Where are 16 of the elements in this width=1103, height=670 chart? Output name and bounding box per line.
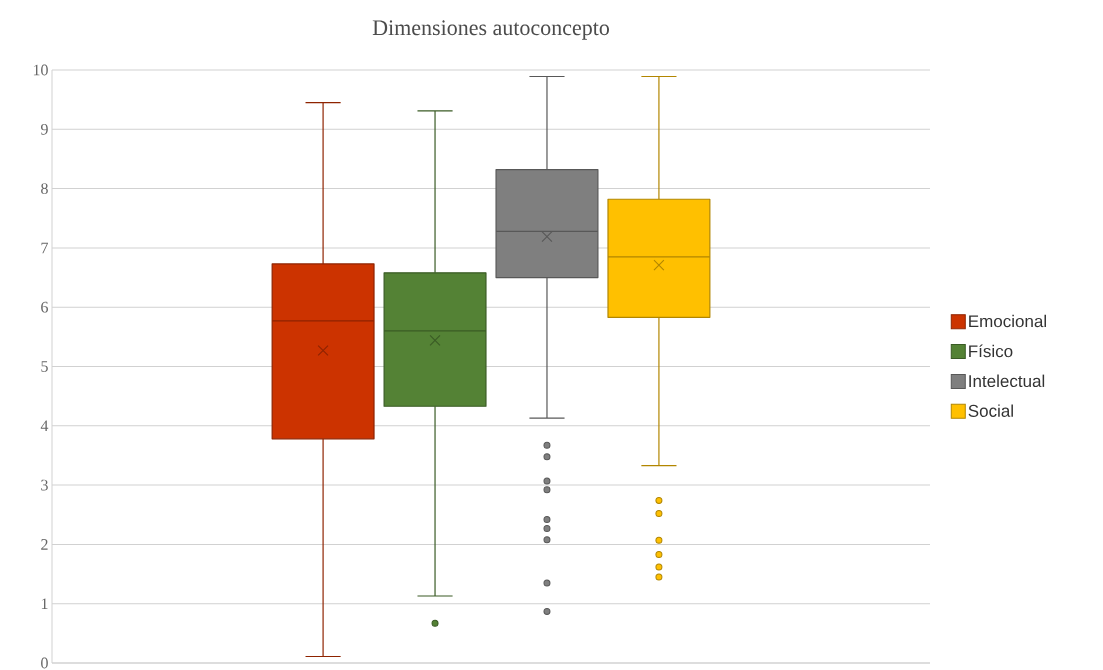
y-tick-label: 1 [41,598,48,609]
y-tick-label: 6 [41,301,48,313]
y-tick-label: 10 [33,64,48,76]
chart-title: Dimensiones autoconcepto [372,20,610,40]
y-tick-label: 9 [40,123,48,135]
legend-label: Social [968,404,1013,417]
y-tick-label: 4 [40,420,49,432]
y-tick-label: 2 [41,539,48,550]
y-tick-label: 0 [41,657,48,669]
y-tick-label: 3 [41,479,48,491]
legend-label: Físico [969,344,1013,358]
y-tick-label: 5 [41,361,48,372]
legend-label: Emocional [969,314,1046,328]
y-tick-label: 8 [41,183,48,194]
y-tick-label: 7 [41,242,49,254]
legend-label: Intelectual [969,374,1045,388]
